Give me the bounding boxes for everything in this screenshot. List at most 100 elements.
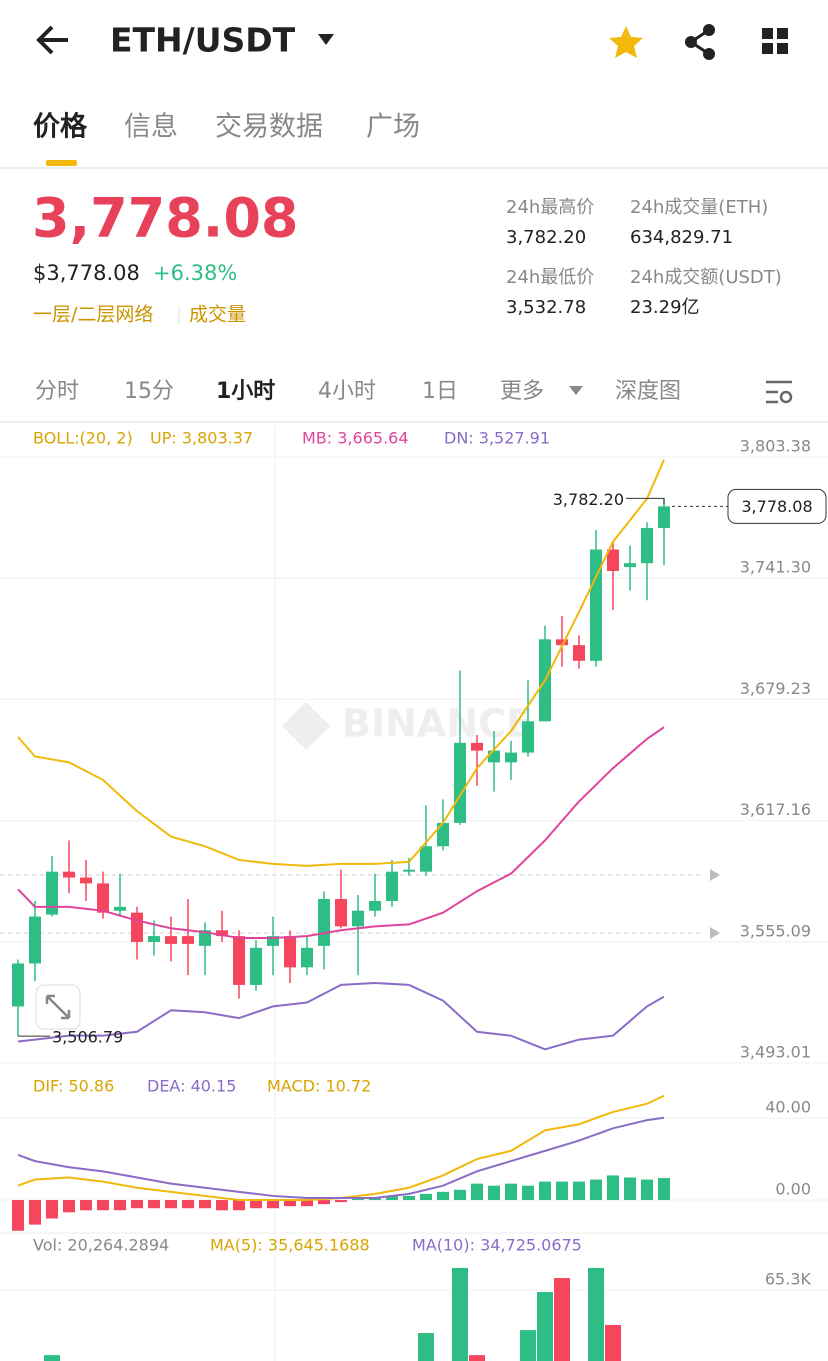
macd-bar bbox=[624, 1177, 636, 1201]
tag[interactable]: 一层/二层网络 bbox=[33, 304, 153, 326]
stat-value: 3,532.78 bbox=[506, 297, 586, 318]
legend-entry: MACD: 10.72 bbox=[267, 1077, 371, 1096]
tab-underline bbox=[46, 160, 77, 166]
y-tick-label: 3,741.30 bbox=[740, 558, 811, 577]
macd-bar bbox=[199, 1200, 211, 1209]
candle-body bbox=[386, 871, 398, 901]
candle-body bbox=[454, 742, 466, 823]
candle-body bbox=[250, 947, 262, 985]
macd-bar bbox=[590, 1179, 602, 1201]
candle-body bbox=[165, 936, 177, 944]
candle-body bbox=[29, 916, 41, 964]
volume-bar bbox=[588, 1267, 604, 1361]
interval[interactable]: 1日 bbox=[422, 379, 458, 404]
y-tick-label: 65.3K bbox=[765, 1269, 812, 1288]
candle-body bbox=[301, 947, 313, 968]
pair-dropdown[interactable] bbox=[318, 34, 334, 45]
macd-bar bbox=[250, 1200, 262, 1209]
legend-entry: DIF: 50.86 bbox=[33, 1077, 114, 1096]
macd-bar bbox=[454, 1189, 466, 1201]
macd-bar bbox=[148, 1200, 160, 1209]
favorite-star[interactable] bbox=[609, 26, 643, 58]
macd-line bbox=[17, 1116, 665, 1199]
back-button[interactable] bbox=[36, 25, 68, 55]
legend-entry: MA(5): 35,645.1688 bbox=[210, 1236, 370, 1255]
grid-icon[interactable] bbox=[762, 28, 788, 54]
candle-body bbox=[182, 936, 194, 944]
last-price-box bbox=[727, 488, 827, 524]
volume-bar bbox=[44, 1355, 60, 1361]
candle-body bbox=[267, 936, 279, 946]
candle-body bbox=[437, 822, 449, 847]
chart-settings[interactable] bbox=[766, 380, 793, 404]
interval[interactable]: 4小时 bbox=[318, 379, 376, 404]
macd-bar bbox=[46, 1200, 58, 1219]
macd-bar bbox=[12, 1200, 24, 1231]
macd-bar bbox=[505, 1183, 517, 1201]
macd-bar bbox=[114, 1200, 126, 1211]
legend-entry: DEA: 40.15 bbox=[147, 1077, 236, 1096]
candle-body bbox=[607, 549, 619, 571]
tab-active[interactable]: 价格 bbox=[33, 112, 88, 143]
candle-body bbox=[352, 910, 364, 927]
tab[interactable]: 交易数据 bbox=[215, 112, 323, 143]
macd-bar bbox=[131, 1200, 143, 1209]
tag[interactable]: 成交量 bbox=[189, 304, 246, 326]
macd-bar bbox=[284, 1200, 296, 1207]
macd-bar bbox=[216, 1200, 228, 1211]
legend-entry: UP: 3,803.37 bbox=[150, 429, 253, 448]
macd-bar bbox=[403, 1195, 415, 1201]
candle-body bbox=[46, 871, 58, 915]
share-icon[interactable] bbox=[685, 24, 715, 60]
macd-bar bbox=[522, 1185, 534, 1201]
macd-bar bbox=[420, 1193, 432, 1201]
candle-body bbox=[573, 645, 585, 661]
volume-bar bbox=[469, 1355, 485, 1361]
stat-label: 24h最低价 bbox=[506, 267, 594, 288]
macd-bar bbox=[165, 1200, 177, 1209]
candle-body bbox=[63, 871, 75, 878]
candle-body bbox=[80, 877, 92, 884]
volume-bar bbox=[605, 1324, 621, 1361]
depth-tab[interactable]: 深度图 bbox=[615, 379, 681, 404]
macd-bar bbox=[437, 1191, 449, 1201]
last-price: 3,778.08 bbox=[32, 187, 298, 250]
candle-body bbox=[216, 930, 228, 937]
candle-body bbox=[335, 899, 347, 927]
interval[interactable]: 分时 bbox=[35, 379, 79, 404]
watermark: BINANCE bbox=[342, 702, 532, 746]
macd-bar bbox=[369, 1197, 381, 1201]
volume-bar bbox=[452, 1267, 468, 1361]
volume-bar bbox=[537, 1292, 553, 1361]
stat-value: 634,829.71 bbox=[630, 227, 733, 248]
candle-body bbox=[658, 506, 670, 529]
interval-active[interactable]: 1小时 bbox=[216, 379, 275, 404]
y-tick-label: 3,493.01 bbox=[740, 1043, 811, 1062]
macd-bar bbox=[556, 1181, 568, 1201]
more-dropdown[interactable] bbox=[569, 386, 583, 395]
last-price-label: 3,778.08 bbox=[741, 497, 812, 516]
macd-bar bbox=[658, 1178, 670, 1201]
interval-more[interactable]: 更多 bbox=[500, 379, 544, 404]
candle-body bbox=[369, 900, 381, 911]
interval[interactable]: 15分 bbox=[124, 379, 174, 404]
candle-body bbox=[471, 742, 483, 751]
candle-body bbox=[318, 899, 330, 946]
tab[interactable]: 广场 bbox=[366, 112, 420, 143]
macd-bar bbox=[80, 1200, 92, 1211]
stat-label: 24h成交量(ETH) bbox=[630, 197, 768, 218]
candle-body bbox=[12, 963, 24, 1007]
boll-line bbox=[17, 726, 665, 940]
candle-body bbox=[284, 936, 296, 968]
tab[interactable]: 信息 bbox=[124, 112, 178, 143]
ref-arrow bbox=[710, 869, 720, 881]
boll-line bbox=[17, 459, 665, 867]
legend-entry: DN: 3,527.91 bbox=[444, 429, 550, 448]
pair-title[interactable]: ETH/USDT bbox=[110, 21, 296, 60]
legend-entry: MA(10): 34,725.0675 bbox=[412, 1236, 582, 1255]
candle-body bbox=[624, 563, 636, 568]
candle-body bbox=[131, 912, 143, 942]
candle-body bbox=[97, 883, 109, 913]
high-label: 3,782.20 bbox=[553, 490, 624, 509]
